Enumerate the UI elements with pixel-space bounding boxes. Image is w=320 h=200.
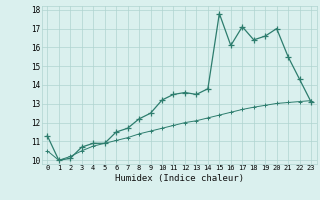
X-axis label: Humidex (Indice chaleur): Humidex (Indice chaleur) xyxy=(115,174,244,183)
